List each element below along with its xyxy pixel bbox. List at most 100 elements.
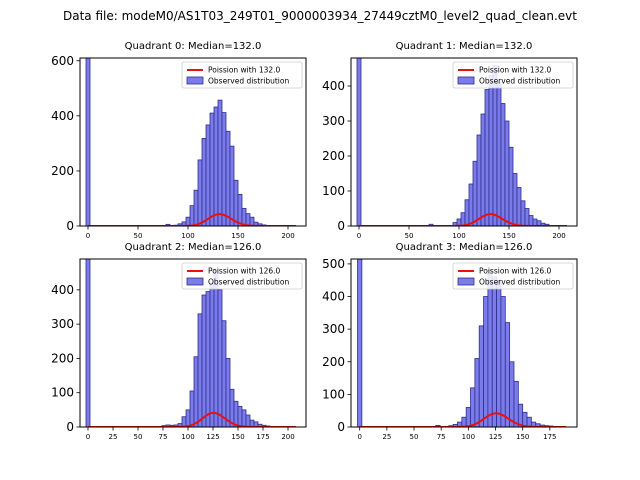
quadrant-1-bar	[460, 212, 466, 226]
quadrant-0-title: Quadrant 0: Median=132.0	[125, 41, 262, 52]
quadrant-3-bar	[500, 296, 506, 427]
quadrant-2-ytick-label: 400	[51, 283, 74, 297]
quadrant-0-bar	[205, 124, 211, 226]
quadrant-0-bar	[237, 193, 243, 226]
quadrant-0-bar	[213, 106, 219, 226]
quadrant-2-bar	[85, 259, 91, 427]
quadrant-2-xtick-label: 50	[134, 433, 143, 441]
quadrant-2-bar	[217, 289, 223, 427]
quadrant-0-bar	[249, 216, 255, 226]
quadrant-1-bar	[504, 120, 510, 226]
quadrant-1-bar	[468, 183, 474, 226]
quadrant-2-bar	[237, 406, 243, 427]
quadrant-1-xtick-label: 0	[357, 232, 361, 240]
quadrant-3-bar	[483, 296, 489, 427]
quadrant-0-bar	[225, 130, 231, 226]
quadrant-3-ytick-label: 300	[322, 322, 345, 336]
quadrant-3-xtick-label: 25	[382, 433, 391, 441]
quadrant-3-bar	[470, 387, 476, 427]
quadrant-3-plot-area	[357, 259, 567, 427]
quadrant-0-legend-line-label: Poission with 132.0	[208, 66, 281, 75]
quadrant-2-bar	[241, 409, 247, 427]
quadrant-2-title: Quadrant 2: Median=126.0	[125, 242, 262, 253]
quadrant-2-legend-bar-swatch	[186, 277, 204, 286]
quadrant-1-xtick-label: 50	[405, 232, 414, 240]
quadrant-0-legend: Poission with 132.0 Observed distribution	[181, 61, 303, 89]
quadrant-1-bar	[488, 75, 494, 226]
quadrant-3-legend-line-label: Poission with 126.0	[479, 267, 552, 276]
quadrant-0-xtick-label: 0	[86, 232, 90, 240]
quadrant-2-ytick-label: 200	[51, 351, 74, 365]
quadrant-2-xtick-label: 125	[206, 433, 219, 441]
quadrant-2-xtick-label: 150	[231, 433, 244, 441]
quadrant-2-bar	[213, 268, 219, 427]
quadrant-2-bar	[245, 414, 251, 427]
quadrant-1-bar	[464, 199, 470, 226]
quadrant-0-ytick-label: 400	[51, 109, 74, 123]
quadrant-1-bar	[496, 82, 502, 226]
quadrant-3-bar	[465, 407, 471, 427]
quadrant-3-ytick-label: 500	[322, 257, 345, 271]
quadrant-2-ytick-label: 0	[66, 420, 74, 434]
quadrant-3-legend-bar-swatch	[457, 277, 475, 286]
quadrant-1-ytick-label: 400	[322, 79, 345, 93]
quadrant-2-xtick-label: 75	[159, 433, 168, 441]
quadrant-2-bar	[201, 294, 207, 427]
quadrant-3-xtick-label: 0	[357, 433, 361, 441]
quadrant-3-legend: Poission with 126.0 Observed distribution	[452, 262, 574, 290]
quadrant-1-bar	[472, 160, 478, 226]
quadrant-1-xtick-label: 150	[502, 232, 515, 240]
quadrant-0-xtick-label: 200	[281, 232, 294, 240]
quadrant-panels: Quadrant 0: Median=132.0 0 200 400 600 0 50 100…	[51, 41, 578, 441]
quadrant-2-xtick-label: 0	[86, 433, 90, 441]
quadrant-2-bar	[205, 291, 211, 427]
quadrant-3-xtick-label: 50	[410, 433, 419, 441]
quadrant-1-bar	[520, 200, 526, 226]
quadrant-1-ytick-label: 0	[337, 219, 345, 233]
quadrant-1-plot-area	[356, 58, 567, 226]
quadrant-0-legend-box	[181, 61, 303, 89]
quadrant-3-bar	[513, 380, 519, 427]
quadrant-2-bar	[197, 313, 203, 427]
quadrant-0-axes-frame	[79, 57, 307, 227]
quadrant-0-legend-bar-swatch	[186, 76, 204, 85]
quadrant-3-ytick-label: 200	[322, 355, 345, 369]
quadrant-1-bar	[516, 187, 522, 226]
quadrant-0-xtick-label: 100	[181, 232, 194, 240]
quadrant-0-legend-bar-label: Observed distribution	[208, 77, 289, 86]
quadrant-2-xtick-label: 175	[256, 433, 269, 441]
quadrant-3-bar	[509, 361, 515, 427]
quadrant-1-legend: Poission with 132.0 Observed distribution	[452, 61, 574, 89]
quadrant-0-plot-area	[85, 58, 296, 226]
quadrant-3-bar	[474, 358, 480, 427]
quadrant-0-ytick-label: 200	[51, 164, 74, 178]
quadrant-1-bar	[484, 89, 490, 226]
quadrant-2-bar	[209, 282, 215, 427]
quadrant-2-legend-line-label: Poission with 126.0	[208, 267, 281, 276]
quadrant-0-bar	[221, 112, 227, 226]
quadrant-2-bar	[189, 390, 195, 427]
quadrant-1-legend-line-label: Poission with 132.0	[479, 66, 552, 75]
quadrant-2-panel: Quadrant 2: Median=126.0 0 100 200 300 400 0 25…	[51, 242, 307, 441]
quadrant-2-poisson-line	[88, 411, 296, 427]
quadrant-0-bar	[85, 58, 91, 226]
quadrant-0-bar	[209, 112, 215, 226]
quadrant-3-legend-bar-label: Observed distribution	[479, 278, 560, 287]
quadrant-2-legend-box	[181, 262, 303, 290]
quadrant-2-bar	[185, 409, 191, 427]
quadrant-1-bar	[508, 146, 514, 226]
quadrant-1-bar	[532, 218, 538, 226]
quadrant-3-axes-frame	[350, 258, 578, 428]
quadrant-3-bar	[496, 279, 502, 427]
quadrant-1-bar	[512, 173, 518, 226]
quadrant-2-bar	[221, 320, 227, 427]
quadrant-1-title: Quadrant 1: Median=132.0	[396, 41, 533, 52]
quadrant-0-bar	[193, 189, 199, 226]
quadrant-0-bar	[217, 99, 223, 226]
quadrant-3-xtick-label: 75	[437, 433, 446, 441]
quadrant-2-ytick-label: 100	[51, 386, 74, 400]
quadrant-0-bar	[189, 205, 195, 226]
quadrant-1-bar	[492, 65, 498, 226]
quadrant-1-axes-frame	[350, 57, 578, 227]
